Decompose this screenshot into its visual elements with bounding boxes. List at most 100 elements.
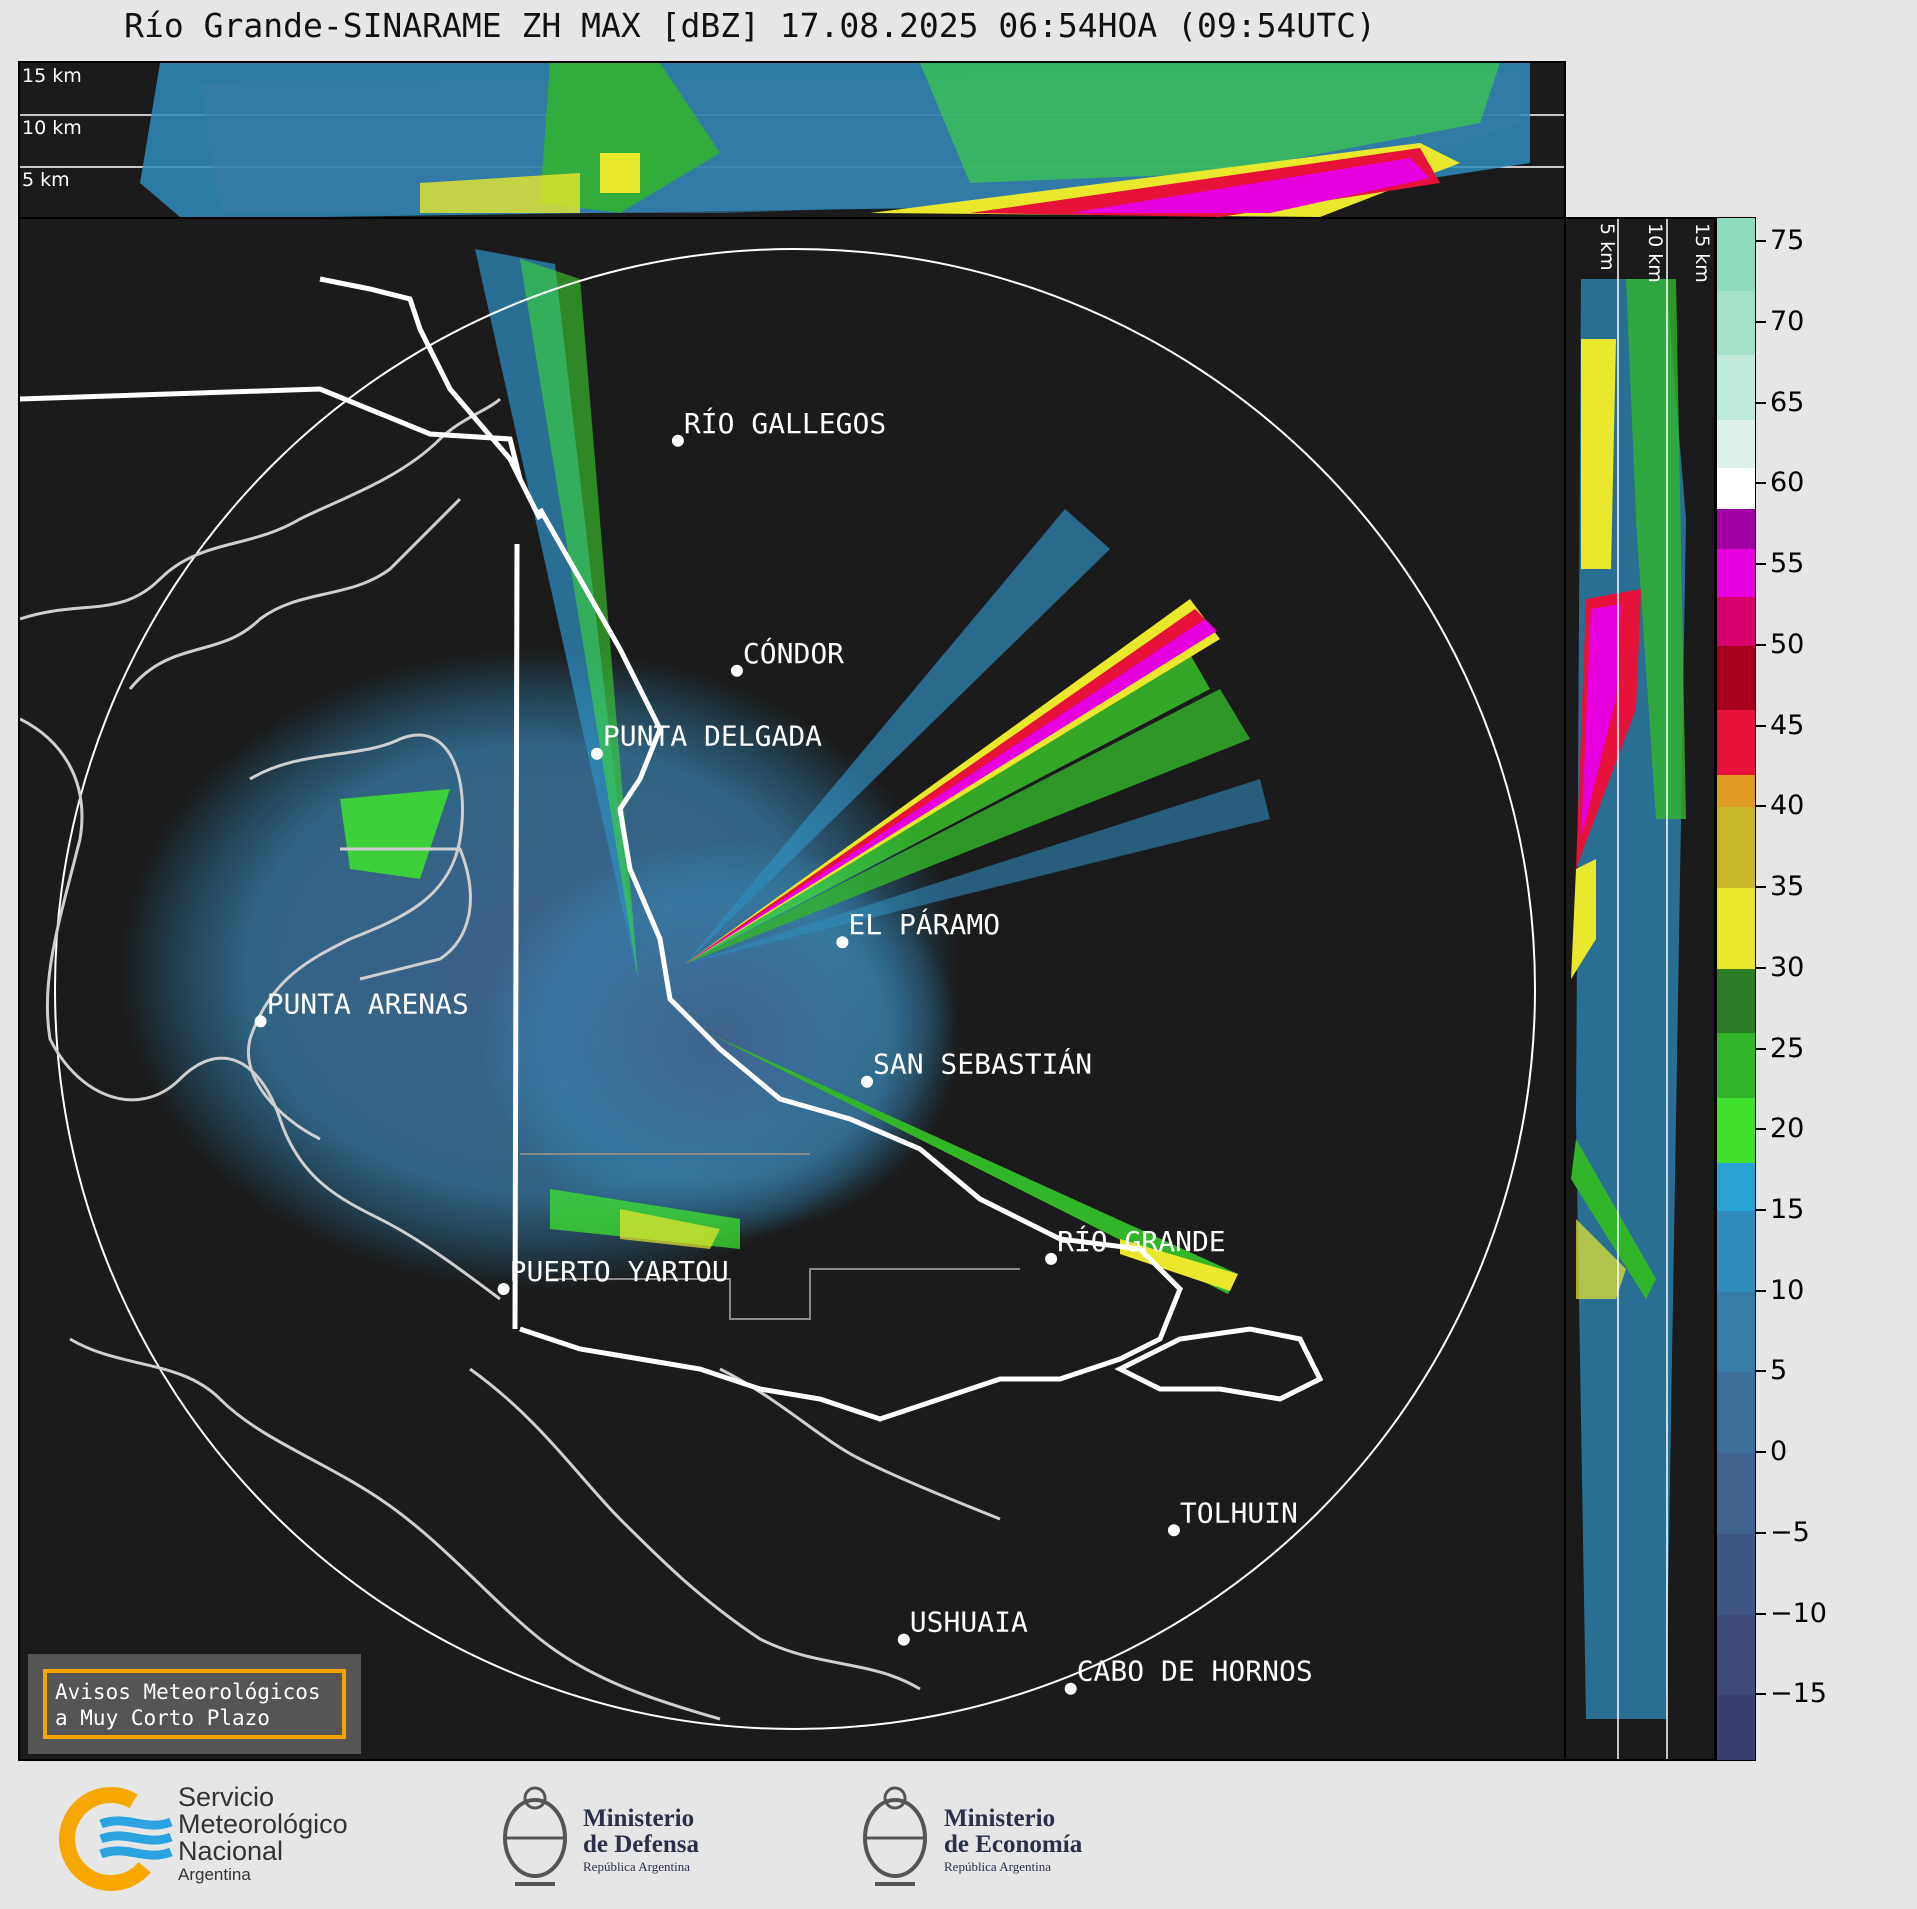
colorbar-tick-label: −5	[1770, 1516, 1810, 1548]
colorbar-segment	[1717, 508, 1755, 549]
footer: Servicio Meteorológico Nacional Argentin…	[0, 1762, 1917, 1909]
colorbar-tick-label: 60	[1770, 467, 1805, 499]
side-height-section: 5 km 10 km 15 km	[1564, 217, 1716, 1761]
colorbar-segment	[1717, 597, 1755, 646]
colorbar-segment	[1717, 1162, 1755, 1211]
place-dot	[730, 664, 743, 677]
place-label: EL PÁRAMO	[848, 907, 1000, 941]
colorbar-segment	[1717, 775, 1755, 808]
colorbar-tick-label: 45	[1770, 709, 1805, 741]
colorbar-tick	[1756, 886, 1766, 889]
colorbar-segment	[1717, 645, 1755, 711]
colorbar-tick-label: 55	[1770, 548, 1805, 580]
map-canvas: RÍO GALLEGOS CÓNDOR PUNTA DELGADA EL PÁRAMO…	[20, 248, 1536, 1730]
place-label: PUNTA ARENAS	[267, 987, 469, 1020]
colorbar-tick-label: 40	[1770, 790, 1805, 822]
colorbar-tick-label: 30	[1770, 951, 1805, 983]
place-dot	[1045, 1252, 1058, 1265]
side-section-echoes	[1571, 219, 1686, 1759]
side-height-label-15km: 15 km	[1691, 223, 1713, 283]
economia-seal-icon	[863, 1786, 927, 1886]
colorbar	[1716, 217, 1756, 1761]
place-label: RÍO GRANDE	[1057, 1224, 1226, 1258]
province-lines	[520, 1153, 1020, 1320]
radar-map: RÍO GALLEGOS CÓNDOR PUNTA DELGADA EL PÁRAMO…	[18, 217, 1566, 1761]
borders	[20, 276, 1324, 1422]
colorbar-tick-label: 70	[1770, 305, 1805, 337]
place-label: SAN SEBASTIÁN	[873, 1047, 1092, 1081]
colorbar-tick	[1756, 1047, 1766, 1050]
smn-line-2: Meteorológico	[178, 1809, 348, 1839]
colorbar-segment	[1717, 1533, 1755, 1615]
colorbar-tick-label: 50	[1770, 628, 1805, 660]
place-dot	[254, 1015, 267, 1028]
colorbar-tick-label: 15	[1770, 1194, 1805, 1226]
colorbar-tick	[1756, 724, 1766, 727]
colorbar-tick	[1756, 1693, 1766, 1696]
colorbar-segment	[1717, 468, 1755, 509]
place-label: PUERTO YARTOU	[510, 1255, 729, 1288]
smn-line-4: Argentina	[178, 1865, 251, 1884]
colorbar-segment	[1717, 1453, 1755, 1534]
colorbar-tick-label: 65	[1770, 386, 1805, 418]
range-ring	[54, 248, 1536, 1730]
side-height-label-5km: 5 km	[1596, 223, 1618, 271]
notice-line-1: Avisos Meteorológicos	[55, 1680, 321, 1704]
place-dot	[1167, 1524, 1180, 1537]
colorbar-segment	[1717, 1097, 1755, 1163]
colorbar-tick	[1756, 643, 1766, 646]
colorbar-segment	[1717, 1614, 1755, 1696]
colorbar-tick	[1756, 1209, 1766, 1212]
colorbar-tick	[1756, 805, 1766, 808]
colorbar-tick-label: 5	[1770, 1355, 1788, 1387]
height-label-5km: 5 km	[22, 169, 70, 191]
colorbar-tick	[1756, 401, 1766, 404]
colorbar-segment	[1717, 710, 1755, 776]
colorbar-tick-label: 10	[1770, 1274, 1805, 1306]
economia-line-1: Ministerio	[944, 1805, 1056, 1832]
place-dot	[836, 936, 849, 949]
colorbar-segment	[1717, 1211, 1755, 1292]
colorbar-segment	[1717, 355, 1755, 420]
place-label: PUNTA DELGADA	[603, 720, 822, 753]
colorbar-segment	[1717, 888, 1755, 969]
colorbar-segment	[1717, 290, 1755, 356]
place-dot	[861, 1075, 873, 1088]
notice-line-2: a Muy Corto Plazo	[55, 1706, 270, 1730]
place-dot	[497, 1283, 510, 1295]
place-dot	[1064, 1682, 1077, 1695]
place-label: RÍO GALLEGOS	[684, 406, 886, 440]
colorbar-tick-label: 35	[1770, 871, 1805, 903]
side-height-label-10km: 10 km	[1644, 223, 1666, 283]
defensa-line-1: Ministerio	[583, 1805, 695, 1832]
place-dot	[897, 1633, 910, 1646]
coastlines	[20, 397, 1001, 1721]
colorbar-segment	[1717, 1033, 1755, 1098]
colorbar-segment	[1717, 968, 1755, 1034]
colorbar-tick-label: 25	[1770, 1032, 1805, 1064]
colorbar-tick-label: −10	[1770, 1597, 1827, 1629]
colorbar-tick	[1756, 482, 1766, 485]
height-label-10km: 10 km	[22, 117, 82, 139]
economia-line-2: de Economía	[944, 1831, 1083, 1858]
place-label: TOLHUIN	[1180, 1496, 1298, 1529]
defensa-line-2: de Defensa	[583, 1831, 699, 1858]
place-markers: RÍO GALLEGOS CÓNDOR PUNTA DELGADA EL PÁRAMO…	[254, 406, 1313, 1695]
place-label: USHUAIA	[910, 1606, 1028, 1639]
colorbar-segment	[1717, 1291, 1755, 1373]
colorbar-tick	[1756, 563, 1766, 566]
height-label-15km: 15 km	[22, 65, 82, 87]
colorbar-tick	[1756, 966, 1766, 969]
colorbar-tick	[1756, 1451, 1766, 1454]
place-dot	[590, 747, 603, 760]
defensa-seal-icon	[503, 1786, 567, 1886]
radial-echo-bands	[340, 249, 1270, 1294]
colorbar-segment	[1717, 1695, 1755, 1760]
colorbar-segment	[1717, 1372, 1755, 1454]
colorbar-tick-label: 0	[1770, 1436, 1788, 1468]
colorbar-tick-label: 20	[1770, 1113, 1805, 1145]
colorbar-tick	[1756, 1612, 1766, 1615]
colorbar-tick	[1756, 240, 1766, 243]
defensa-line-3: República Argentina	[583, 1859, 690, 1874]
map-title: Río Grande-SINARAME ZH MAX [dBZ] 17.08.2…	[124, 6, 1376, 45]
